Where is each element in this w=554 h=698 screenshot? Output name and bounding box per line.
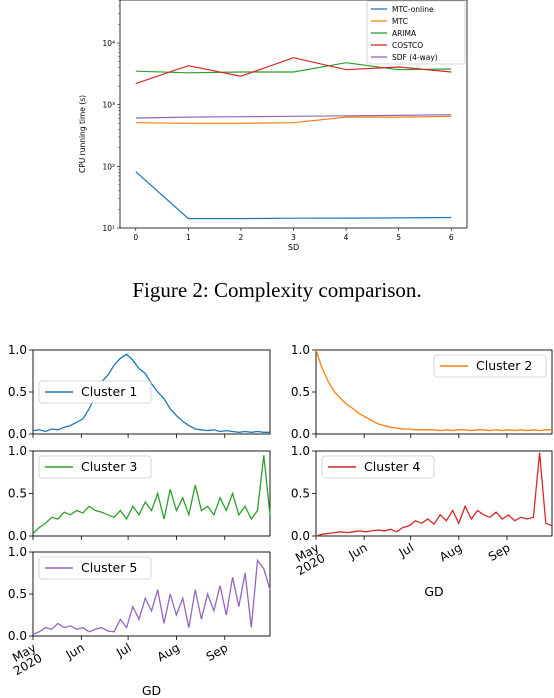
x-tick-line1: Aug: [155, 640, 182, 664]
x-tick-label: 1: [186, 233, 191, 242]
y-tick-label: 10²: [102, 162, 115, 171]
y-tick-label: 10⁴: [102, 39, 115, 48]
cluster-panel-1: 0.0 0.5 1.0 Cluster 1: [8, 343, 271, 441]
y-tick-label: 1.0: [8, 444, 27, 458]
cluster-series-line: [315, 452, 553, 537]
y-tick-label: 0.5: [291, 487, 310, 501]
y-tick-label: 1.0: [8, 343, 27, 357]
y-tick-label: 0.0: [291, 427, 310, 441]
y-tick-label: 0.5: [291, 385, 310, 399]
x-tick-label: Jul: [113, 640, 133, 660]
x-tick-label: 5: [396, 233, 401, 242]
cluster-series-line: [315, 349, 552, 432]
y-tick-label: 1.0: [291, 343, 310, 357]
series-line-1: [135, 171, 452, 220]
legend-box: [38, 455, 152, 479]
x-tick-label: 0: [133, 233, 138, 242]
y-tick-label: 0.5: [8, 587, 27, 601]
x-tick-line1: Sep: [204, 640, 231, 663]
x-tick-line1: Aug: [437, 540, 464, 564]
legend-label: SDF (4-way): [392, 53, 438, 62]
x-axis-label: GD: [142, 683, 161, 698]
y-tick-label: 1.0: [291, 444, 310, 458]
series-line-3: [135, 62, 452, 74]
legend-label: Cluster 5: [81, 560, 137, 575]
legend-box: [38, 556, 152, 580]
cluster-panel-5: 0.0 0.5 1.0 Cluster 5 May2020 Jun Jul Aug Sep GD: [5, 545, 271, 698]
y-tick-label: 0.0: [8, 629, 27, 643]
y-tick-label: 0.5: [8, 487, 27, 501]
x-tick-label: Jul: [396, 540, 416, 560]
x-axis-label: GD: [424, 584, 443, 599]
cluster-panel-4: 0.0 0.5 1.0 Cluster 4 May2020 Jun Jul Aug Sep GD: [288, 444, 553, 599]
series-line-2: [135, 115, 452, 124]
x-axis-label: SD: [288, 243, 299, 252]
cluster-panel-3: 0.0 0.5 1.0 Cluster 3: [8, 444, 271, 543]
legend-label: Cluster 1: [81, 384, 137, 399]
legend-label: MTC-online: [392, 5, 434, 14]
cluster-series-line: [32, 353, 270, 433]
y-tick-label: 0.0: [291, 529, 310, 543]
legend-label: Cluster 2: [476, 358, 532, 373]
legend-box: [366, 0, 466, 65]
cluster-panel-2: 0.0 0.5 1.0 Cluster 2: [291, 343, 553, 441]
legend-box: [38, 380, 152, 404]
series-line-5: [135, 114, 452, 119]
cluster-series-line: [32, 455, 271, 534]
x-tick-line1: Jul: [396, 540, 416, 560]
x-tick-label: May2020: [5, 640, 44, 678]
y-tick-label: 1.0: [8, 545, 27, 559]
complexity-chart: 0 1 2 3 4 5 6 10¹ 10² 10³ 10⁴ SD CPU running time (s…: [78, 0, 468, 252]
x-tick-label: Aug: [155, 640, 182, 664]
y-tick-label: 0.5: [8, 385, 27, 399]
x-tick-label: Aug: [437, 540, 464, 564]
series-line-4: [135, 57, 452, 85]
x-tick-label: May2020: [288, 540, 327, 578]
y-axis-label: CPU running time (s): [78, 95, 87, 173]
x-tick-label: 3: [291, 233, 296, 242]
cluster-series-line: [32, 558, 271, 635]
y-tick-label: 10¹: [102, 224, 115, 233]
legend-box: [321, 455, 435, 479]
legend-label: COSTCO: [392, 41, 423, 50]
legend-label: Cluster 4: [364, 459, 420, 474]
x-tick-label: Jun: [346, 540, 370, 562]
x-tick-label: Sep: [486, 540, 513, 563]
x-tick-line1: Sep: [486, 540, 513, 563]
y-tick-label: 0.0: [8, 529, 27, 543]
legend-label: Cluster 3: [81, 459, 137, 474]
legend-label: MTC: [392, 17, 408, 26]
y-tick-label: 10³: [102, 101, 115, 110]
y-tick-label: 0.0: [8, 427, 27, 441]
legend-label: ARIMA: [392, 29, 417, 38]
x-tick-label: 4: [344, 233, 349, 242]
x-tick-line1: Jul: [113, 640, 133, 660]
legend-box: [433, 354, 547, 378]
x-tick-label: Jun: [63, 640, 87, 662]
x-tick-line1: Jun: [63, 640, 87, 662]
x-tick-label: Sep: [204, 640, 231, 663]
x-tick-label: 6: [449, 233, 454, 242]
figure-caption: Figure 2: Complexity comparison.: [132, 278, 422, 302]
x-tick-line1: Jun: [346, 540, 370, 562]
x-tick-label: 2: [239, 233, 244, 242]
